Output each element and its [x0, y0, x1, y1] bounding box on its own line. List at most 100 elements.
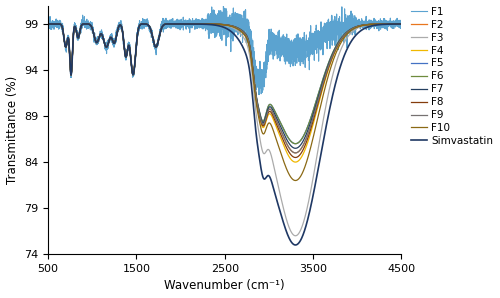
F1 — [115, 27, 121, 30]
F8 — [286, 150, 292, 153]
Line: F3: F3 — [48, 24, 402, 236]
F5 — [223, 23, 229, 27]
F6 — [115, 26, 121, 30]
F7 — [95, 39, 101, 43]
F6 — [223, 23, 229, 27]
F3 — [45, 22, 51, 26]
Line: F1: F1 — [48, 6, 402, 94]
F8 — [292, 156, 298, 159]
Line: F7: F7 — [48, 24, 402, 148]
Line: F4: F4 — [48, 24, 402, 162]
F8 — [45, 22, 51, 26]
Simvastatin — [223, 27, 229, 30]
F1 — [220, 4, 226, 7]
F7 — [286, 141, 292, 144]
F7 — [196, 22, 202, 26]
F9 — [45, 22, 51, 26]
F4 — [292, 160, 298, 164]
F7 — [398, 22, 404, 26]
F2 — [200, 22, 205, 26]
F9 — [398, 22, 404, 26]
F3 — [286, 224, 292, 228]
F10 — [95, 39, 101, 43]
F10 — [292, 179, 298, 182]
F7 — [292, 147, 298, 150]
Line: Simvastatin: Simvastatin — [48, 24, 402, 245]
F9 — [196, 22, 202, 26]
F8 — [196, 22, 202, 26]
Simvastatin — [45, 22, 51, 26]
F1 — [398, 20, 404, 23]
F2 — [286, 145, 292, 149]
F5 — [95, 39, 101, 43]
F9 — [200, 22, 205, 26]
F4 — [200, 22, 205, 26]
F4 — [398, 22, 404, 26]
F4 — [286, 154, 292, 157]
F5 — [115, 26, 121, 30]
F6 — [292, 142, 298, 145]
Simvastatin — [200, 22, 205, 26]
F5 — [196, 22, 202, 26]
F8 — [115, 26, 121, 30]
F9 — [292, 151, 298, 155]
F6 — [286, 136, 292, 140]
F3 — [196, 22, 202, 26]
F7 — [45, 22, 51, 26]
F5 — [292, 142, 298, 145]
Line: F6: F6 — [48, 24, 402, 144]
F2 — [223, 23, 229, 27]
Legend: F1, F2, F3, F4, F5, F6, F7, F8, F9, F10, Simvastatin: F1, F2, F3, F4, F5, F6, F7, F8, F9, F10,… — [410, 6, 494, 147]
F7 — [223, 23, 229, 27]
F5 — [398, 22, 404, 26]
F9 — [223, 23, 229, 27]
F6 — [45, 22, 51, 26]
F5 — [286, 136, 292, 140]
Simvastatin — [115, 26, 121, 30]
F3 — [223, 24, 229, 27]
F1 — [286, 57, 292, 60]
F9 — [115, 26, 121, 30]
F2 — [196, 22, 202, 26]
F2 — [292, 151, 298, 155]
F3 — [200, 22, 205, 26]
F7 — [115, 26, 121, 30]
F6 — [196, 22, 202, 26]
F9 — [286, 145, 292, 149]
F6 — [200, 22, 205, 26]
F6 — [95, 39, 101, 43]
F5 — [45, 22, 51, 26]
F4 — [196, 22, 202, 26]
Line: F10: F10 — [48, 24, 402, 181]
F5 — [200, 22, 205, 26]
F8 — [95, 39, 101, 43]
Simvastatin — [95, 39, 101, 43]
F10 — [398, 22, 404, 26]
F8 — [398, 22, 404, 26]
F1 — [223, 7, 229, 10]
F6 — [398, 22, 404, 26]
F8 — [223, 23, 229, 27]
F1 — [196, 18, 202, 22]
F1 — [95, 38, 101, 42]
Line: F9: F9 — [48, 24, 402, 153]
Line: F2: F2 — [48, 24, 402, 153]
F10 — [45, 22, 51, 26]
F10 — [200, 22, 205, 26]
F3 — [95, 39, 101, 43]
F10 — [223, 23, 229, 27]
F10 — [286, 171, 292, 175]
F2 — [398, 22, 404, 26]
F10 — [196, 22, 202, 26]
F2 — [45, 22, 51, 26]
F1 — [200, 20, 205, 24]
F4 — [223, 23, 229, 27]
F4 — [95, 39, 101, 43]
F4 — [45, 22, 51, 26]
Simvastatin — [398, 22, 404, 26]
Simvastatin — [196, 22, 202, 26]
F2 — [115, 26, 121, 30]
F3 — [115, 26, 121, 30]
F7 — [200, 22, 205, 26]
Line: F8: F8 — [48, 24, 402, 158]
